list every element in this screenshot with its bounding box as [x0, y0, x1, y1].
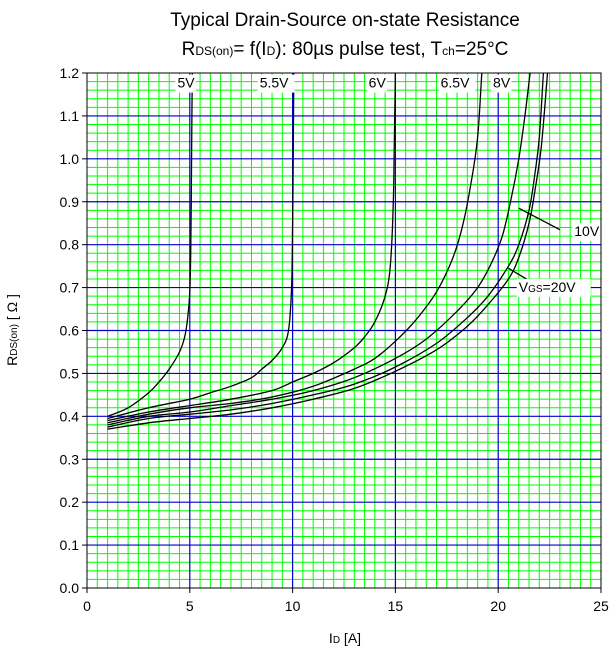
label-bg-5-5v	[257, 74, 295, 93]
y-axis-label-tail: [ Ω ]	[4, 294, 20, 324]
y-tick-label: 0.9	[60, 194, 80, 210]
curve-label-vgs-20v: VGS=20V	[519, 279, 577, 295]
curve-label-part: GS	[528, 284, 543, 295]
x-tick-label: 20	[490, 598, 506, 614]
y-tick-label: 1.1	[60, 108, 80, 124]
x-axis-label-tail: [A]	[340, 630, 361, 646]
label-bg-10v	[572, 223, 601, 242]
curve-5v	[107, 72, 193, 417]
curve-label-part: =20V	[543, 279, 577, 295]
subtitle-part-r: R	[182, 39, 196, 60]
x-axis-label-sub: D	[333, 635, 340, 646]
x-tick-label: 25	[593, 598, 609, 614]
curve-10v	[107, 72, 545, 428]
subtitle-part-ds-on: DS(on)	[195, 44, 233, 58]
major-grid	[87, 73, 601, 588]
curves	[107, 72, 549, 430]
chart-subtitle: RDS(on)= f(ID): 80µs pulse test, Tch=25°…	[182, 39, 509, 60]
y-tick-label: 0.4	[60, 408, 80, 424]
y-tick-label: 1.2	[60, 65, 80, 81]
y-tick-label: 0.2	[60, 494, 80, 510]
y-tick-label: 0.0	[60, 580, 80, 596]
curve-5-5v	[107, 72, 295, 420]
y-axis-label: RDS(on) [ Ω ]	[4, 294, 20, 366]
subtitle-part-d: D	[267, 44, 276, 58]
label-pointer-10v	[518, 207, 561, 231]
y-tick-label: 0.7	[60, 280, 80, 296]
curve-labels: 5V 5.5V 6V 6.5V 8V 10V VGS=20V	[175, 74, 601, 297]
label-bg-5v	[175, 74, 196, 93]
y-axis-ticks: 0.0 0.1 0.2 0.3 0.4 0.5 0.6 0.7 0.8 0.9 1.0 1.1 1.2	[60, 65, 87, 596]
subtitle-part-pulse: ): 80µs pulse test, T	[275, 39, 442, 60]
y-tick-label: 1.0	[60, 151, 80, 167]
y-tick-label: 0.5	[60, 365, 80, 381]
subtitle-part-f-i: = f(I	[233, 39, 266, 60]
x-tick-label: 10	[285, 598, 301, 614]
curve-label-5-5v: 5.5V	[260, 75, 289, 91]
curve-label-10v: 10V	[574, 223, 600, 239]
curve-label-5v: 5V	[177, 75, 195, 91]
subtitle-part-temp: =25°C	[455, 39, 509, 60]
y-tick-label: 0.1	[60, 537, 80, 553]
x-axis-label: ID [A]	[329, 630, 361, 646]
y-axis-label-sub: DS(on)	[9, 324, 20, 356]
label-bg-vgs-20v	[516, 278, 591, 297]
curve-8v	[107, 72, 531, 426]
subtitle-part-ch: ch	[442, 44, 455, 58]
y-tick-label: 0.6	[60, 323, 80, 339]
x-axis-ticks: 0 5 10 15 20 25	[83, 588, 609, 614]
y-tick-label: 0.3	[60, 451, 80, 467]
label-bg-6v	[366, 74, 388, 93]
curve-label-8v: 8V	[493, 75, 511, 91]
chart-title: Typical Drain-Source on-state Resistance	[170, 10, 520, 31]
curve-label-part: V	[519, 279, 529, 295]
curve-6v	[107, 72, 397, 422]
curve-6-5v	[107, 72, 483, 424]
x-tick-label: 5	[186, 598, 194, 614]
y-axis-label-main: R	[4, 356, 20, 366]
curve-vgs-20v	[107, 72, 549, 430]
label-bg-6-5v	[438, 74, 476, 93]
curve-label-6v: 6V	[369, 75, 387, 91]
y-tick-label: 0.8	[60, 237, 80, 253]
curve-label-6-5v: 6.5V	[441, 75, 470, 91]
x-axis-label-main: I	[329, 630, 333, 646]
label-bg-8v	[491, 74, 512, 93]
x-tick-label: 15	[388, 598, 404, 614]
x-tick-label: 0	[83, 598, 91, 614]
